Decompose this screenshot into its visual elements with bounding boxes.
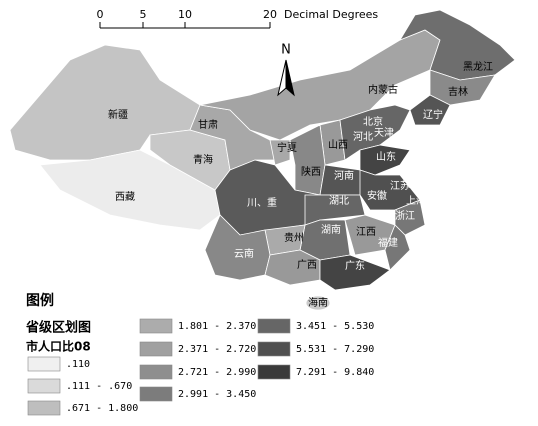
legend-swatch [139, 386, 173, 402]
legend-label: .111 - .670 [66, 381, 132, 392]
province-label: 安徽 [367, 189, 387, 202]
legend-field: 市人口比08 [26, 339, 91, 354]
province-label: 黑龙江 [463, 60, 493, 73]
legend-swatch [27, 400, 61, 416]
province-label: 青海 [193, 153, 213, 166]
scale-label: 20 [263, 8, 277, 21]
legend-swatch [139, 364, 173, 380]
province-label: 浙江 [395, 210, 415, 222]
province-label: 河南 [334, 169, 354, 182]
province-label: 云南 [234, 247, 254, 260]
province-label: 北京 [363, 115, 383, 128]
legend-swatch [139, 318, 173, 334]
province-label: 川、重 [247, 196, 277, 209]
arrow-half [285, 59, 295, 97]
north-label: N [281, 43, 291, 58]
province-label: 广西 [297, 259, 317, 271]
legend-swatch [257, 318, 291, 334]
province-label: 山东 [376, 150, 396, 163]
legend-swatch [139, 341, 173, 357]
province-label: 天津 [374, 127, 394, 139]
scale-unit: Decimal Degrees [284, 8, 378, 21]
province-label: 湖南 [321, 223, 341, 236]
region [305, 295, 331, 311]
legend-swatch [27, 378, 61, 394]
province-label: 内蒙古 [368, 83, 398, 96]
province-label: 山西 [328, 139, 348, 151]
map-regions [9, 9, 516, 311]
region [394, 199, 426, 236]
province-label: 贵州 [284, 231, 304, 244]
region [269, 139, 291, 166]
legend-label: 2.991 - 3.450 [178, 389, 256, 400]
legend-title: 图例 [26, 292, 54, 309]
scale-label: 5 [140, 8, 147, 21]
region [339, 104, 411, 161]
legend-label: .110 [66, 359, 90, 370]
legend-label: .671 - 1.800 [66, 403, 138, 414]
legend-label: 2.371 - 2.720 [178, 344, 256, 355]
scale-label: 0 [97, 8, 104, 21]
province-label: 湖北 [329, 195, 349, 207]
province-label: 广东 [345, 259, 365, 272]
region [384, 224, 411, 271]
legend-label: 2.721 - 2.990 [178, 367, 256, 378]
province-label: 宁夏 [277, 141, 297, 154]
legend-label: 1.801 - 2.370 [178, 321, 256, 332]
province-label: 江苏 [390, 179, 410, 192]
region [319, 254, 391, 291]
scale-label: 10 [178, 8, 192, 21]
province-label: 西藏 [115, 191, 135, 203]
province-label: 福建 [378, 236, 398, 249]
province-label: 江西 [356, 226, 376, 238]
province-label: 甘肃 [198, 118, 218, 131]
scale-bar: 0 5 10 20 Decimal Degrees [97, 8, 378, 29]
province-label: 陕西 [301, 165, 321, 178]
province-label: 新疆 [108, 108, 128, 121]
legend-label: 3.451 - 5.530 [296, 321, 374, 332]
legend-swatch [257, 341, 291, 357]
region [399, 9, 516, 81]
region [409, 94, 451, 126]
province-label: 河北 [353, 131, 373, 143]
north-arrow: N [277, 43, 295, 97]
legend-label: 7.291 - 9.840 [296, 367, 374, 378]
province-label: 辽宁 [423, 108, 443, 121]
legend-swatch [27, 356, 61, 372]
province-label: 吉林 [448, 85, 468, 98]
province-label: 海南 [308, 296, 328, 309]
region [304, 194, 366, 226]
region [289, 124, 326, 196]
region [199, 29, 441, 141]
legend-swatch [257, 364, 291, 380]
legend-layer: 省级区划图 [25, 320, 91, 336]
legend-label: 5.531 - 7.290 [296, 344, 374, 355]
province-label: 上海 [406, 194, 426, 207]
